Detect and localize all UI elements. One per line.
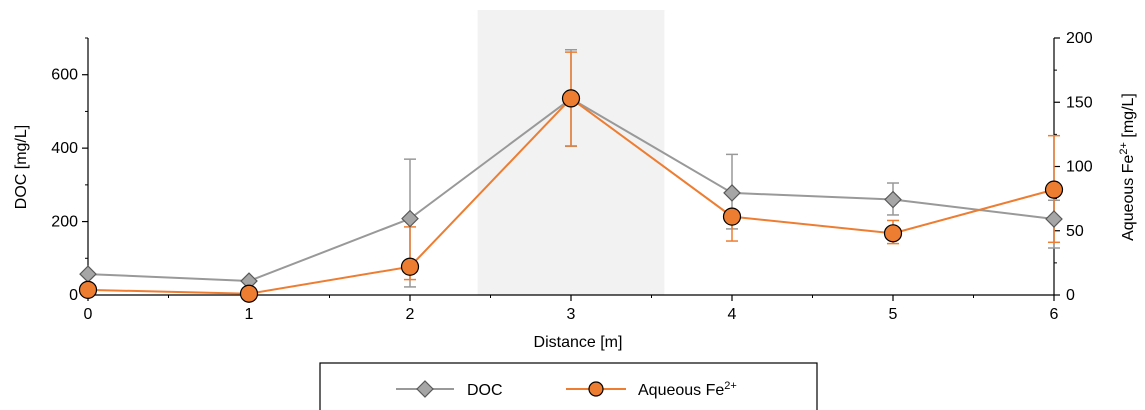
y-axis-title-right-base: Aqueous Fe [1120, 154, 1137, 240]
legend-fe-label: Aqueous Fe2+ [638, 380, 737, 399]
data-point-fe [239, 284, 259, 303]
legend-doc-label: DOC [467, 382, 503, 399]
x-tick-label: 5 [889, 306, 898, 323]
y-tick-label-right: 100 [1066, 159, 1093, 176]
data-point-fe [722, 207, 742, 226]
y-tick-label-left: 0 [69, 287, 78, 304]
x-tick-label: 6 [1050, 306, 1059, 323]
legend-box [319, 362, 818, 410]
y-axis-title-right-unit: [mg/L] [1120, 93, 1137, 142]
legend: DOC Aqueous Fe2+ [319, 362, 818, 410]
y-tick-label-right: 50 [1066, 223, 1084, 240]
y-tick-label-right: 200 [1066, 30, 1093, 47]
x-tick-label: 0 [84, 306, 93, 323]
x-tick-label: 3 [567, 306, 576, 323]
data-point-doc [1045, 210, 1063, 228]
data-point-fe [400, 257, 420, 276]
y-tick-label-right: 150 [1066, 94, 1093, 111]
series-markers [78, 89, 1064, 303]
data-point-fe [78, 280, 98, 299]
x-tick-label: 2 [406, 306, 415, 323]
y-tick-label-left: 600 [51, 67, 78, 84]
data-point-fe [1044, 180, 1064, 199]
y-tick-label-right: 0 [1066, 287, 1075, 304]
data-point-doc [79, 265, 97, 283]
x-axis-title: Distance [m] [534, 334, 623, 351]
y-tick-label-left: 400 [51, 140, 78, 157]
y-axis-title-right: Aqueous Fe2+ [mg/L] [1118, 93, 1137, 241]
x-tick-label: 1 [245, 306, 254, 323]
legend-doc-marker [416, 380, 434, 398]
x-tick-label: 4 [728, 306, 737, 323]
data-point-doc [723, 184, 741, 202]
legend-fe-label-base: Aqueous Fe [638, 382, 724, 399]
y-axis-title-left: DOC [mg/L] [13, 125, 30, 209]
y-tick-label-left: 200 [51, 214, 78, 231]
legend-fe-label-sup: 2+ [724, 380, 737, 392]
data-point-doc [401, 209, 419, 228]
y-axis-title-right-sup: 2+ [1118, 142, 1130, 155]
legend-fe-marker [588, 381, 604, 397]
data-point-doc [884, 190, 902, 209]
data-point-fe [561, 89, 581, 108]
data-point-fe [883, 224, 903, 243]
